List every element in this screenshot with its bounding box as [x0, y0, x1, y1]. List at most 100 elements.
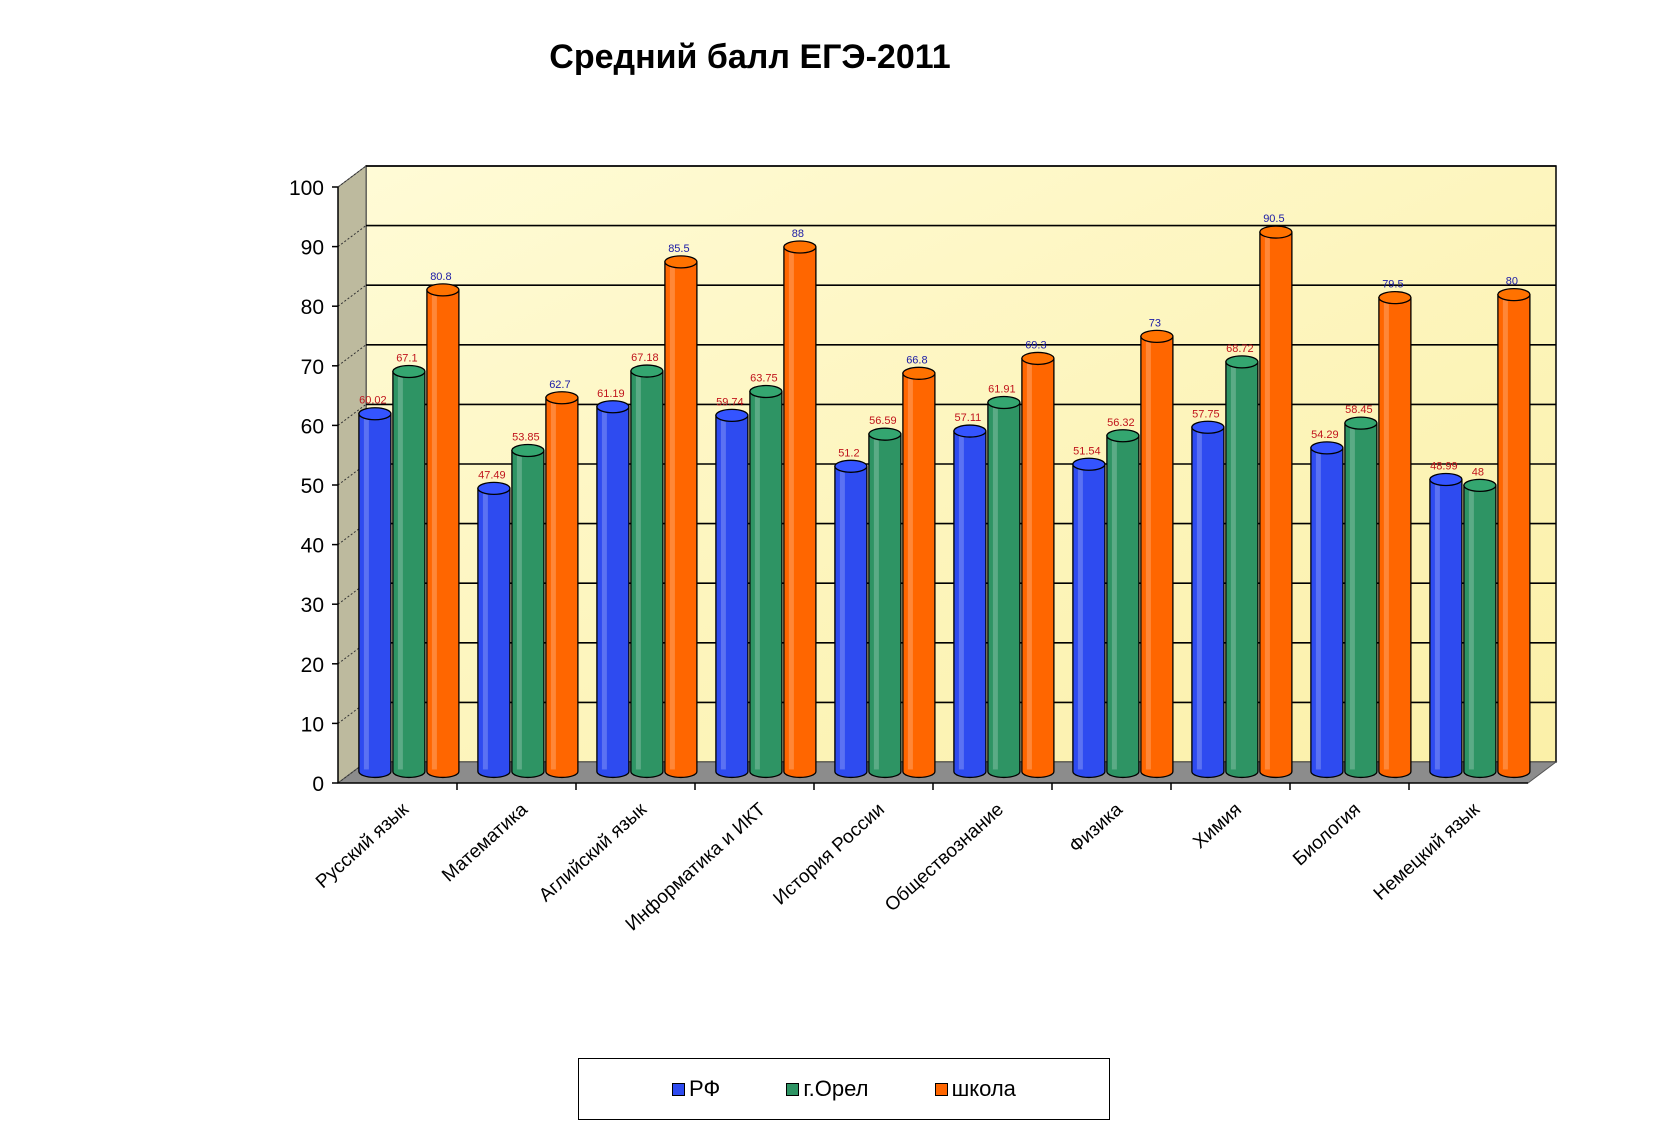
- data-label: 66.8: [906, 354, 927, 366]
- y-tick-label: 10: [301, 713, 324, 736]
- y-tick-label: 70: [301, 356, 324, 379]
- bar-top: [477, 481, 511, 496]
- bar-top: [664, 255, 698, 269]
- bar: [630, 364, 664, 779]
- bar-highlight: [1077, 468, 1083, 770]
- bar: [783, 240, 817, 779]
- y-tick-label: 0: [312, 773, 324, 796]
- bar-body: [477, 487, 511, 779]
- data-label: 61.91: [988, 383, 1016, 395]
- bar-body: [664, 261, 698, 779]
- data-label: 51.54: [1073, 445, 1101, 457]
- bar: [1021, 351, 1055, 779]
- bar-top: [1310, 441, 1344, 455]
- bar-top: [868, 427, 902, 441]
- data-label: 67.1: [396, 353, 417, 365]
- y-tick-label: 30: [301, 594, 324, 617]
- data-label: 61.19: [597, 388, 625, 400]
- legend-item-orel: г.Орел: [786, 1076, 868, 1102]
- bar: [1259, 225, 1293, 779]
- bar-top: [1497, 287, 1531, 302]
- gridline-side: [337, 225, 367, 248]
- gridline-side: [337, 165, 367, 188]
- bar-highlight: [431, 293, 437, 770]
- x-tick-label: Физика: [1065, 799, 1127, 858]
- bar: [664, 255, 698, 779]
- bar: [1497, 287, 1531, 779]
- bar: [1072, 457, 1106, 779]
- bar: [1225, 355, 1259, 779]
- bar: [1140, 329, 1174, 779]
- bar-highlight: [720, 419, 726, 770]
- bar-top: [1072, 457, 1106, 471]
- data-label: 47.49: [478, 469, 506, 481]
- bar-body: [1225, 361, 1259, 779]
- bar-highlight: [669, 265, 675, 770]
- bar-body: [1463, 484, 1497, 779]
- bar-highlight: [839, 470, 845, 770]
- legend-swatch-icon: [672, 1082, 686, 1096]
- bar-body: [987, 401, 1021, 779]
- bar-top: [392, 364, 426, 379]
- bar-body: [834, 465, 868, 779]
- data-label: 59.74: [716, 396, 744, 408]
- y-tick-label: 80: [301, 296, 324, 319]
- bar-top: [1344, 416, 1378, 430]
- bar-top: [783, 240, 817, 254]
- data-label: 73: [1149, 317, 1161, 329]
- bar-highlight: [482, 492, 488, 770]
- bar-highlight: [1434, 483, 1440, 770]
- legend-item-school: школа: [934, 1076, 1016, 1102]
- data-label: 53.85: [512, 432, 540, 444]
- bar: [1429, 472, 1463, 779]
- bar: [358, 407, 392, 779]
- bar-top: [834, 459, 868, 473]
- bar: [1344, 416, 1378, 779]
- bar-top: [1259, 225, 1293, 239]
- y-tick-label: 60: [301, 415, 324, 438]
- x-tick-label: Математика: [438, 799, 532, 887]
- bar-body: [783, 246, 817, 779]
- data-label: 68.72: [1226, 343, 1254, 355]
- bar-body: [545, 397, 579, 779]
- data-label: 48.99: [1430, 460, 1458, 472]
- y-tick-label: 90: [301, 237, 324, 260]
- bar-highlight: [1111, 439, 1117, 770]
- legend-label: г.Орел: [803, 1076, 869, 1101]
- x-tick-label: Химия: [1189, 799, 1246, 853]
- data-label: 80.8: [430, 271, 451, 283]
- bar-top: [1021, 351, 1055, 366]
- bar-body: [1310, 447, 1344, 779]
- gridline-side: [337, 284, 367, 307]
- bar-body: [715, 414, 749, 779]
- bar-body: [1191, 426, 1225, 779]
- bar: [987, 395, 1021, 779]
- bar-body: [426, 289, 460, 779]
- bar-highlight: [788, 250, 794, 770]
- bar-top: [511, 443, 545, 458]
- x-tick-label: История России: [770, 799, 889, 909]
- bar: [1378, 290, 1412, 779]
- bar-highlight: [1026, 362, 1032, 770]
- x-tick-label: Аглийский язык: [535, 799, 651, 907]
- chart-title: Средний балл ЕГЭ-2011: [549, 38, 951, 76]
- x-tick-label: Обществознание: [881, 799, 1008, 916]
- legend-item-rf: РФ: [672, 1076, 720, 1102]
- bar-highlight: [363, 417, 369, 770]
- data-label: 56.59: [869, 415, 897, 427]
- bar-body: [1140, 335, 1174, 779]
- bar-top: [987, 395, 1021, 410]
- bar-highlight: [1145, 340, 1151, 770]
- data-label: 51.2: [838, 447, 859, 459]
- bar-body: [902, 372, 936, 779]
- legend: РФ г.Орел школа: [578, 1058, 1110, 1120]
- bar: [545, 391, 579, 779]
- bar: [596, 400, 630, 779]
- bar-highlight: [1196, 431, 1202, 770]
- bar-top: [953, 424, 987, 438]
- bar-body: [1072, 463, 1106, 779]
- bar-top: [1463, 478, 1497, 493]
- bar-body: [1378, 296, 1412, 779]
- bar-body: [1429, 478, 1463, 779]
